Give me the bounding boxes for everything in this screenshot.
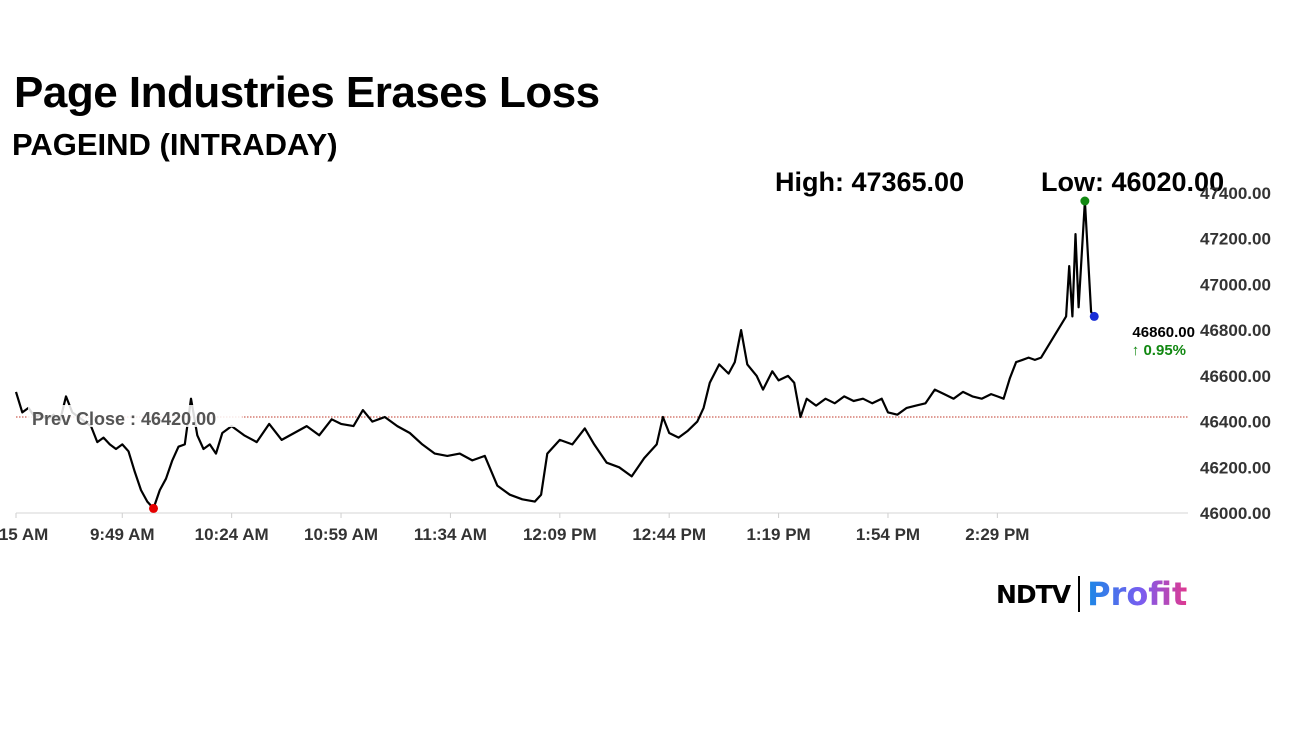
y-tick-label: 47200.00 <box>1200 230 1271 249</box>
prev-close-label-bg <box>28 405 242 427</box>
y-tick-label: 46400.00 <box>1200 413 1271 432</box>
chart-subtitle: PAGEIND (INTRADAY) <box>12 127 338 162</box>
x-tick-label: 1:19 PM <box>746 525 810 544</box>
low-stat: Low: 46020.00 <box>1041 167 1225 197</box>
low-marker <box>149 503 159 513</box>
last-price-marker <box>1089 311 1099 321</box>
logo-divider <box>1078 576 1081 612</box>
y-tick-label: 46200.00 <box>1200 458 1271 477</box>
x-tick-label: 10:59 AM <box>304 525 378 544</box>
y-tick-label: 47400.00 <box>1200 184 1271 203</box>
last-price-label: 46860.00 <box>1132 324 1195 341</box>
y-tick-label: 46000.00 <box>1200 504 1271 523</box>
y-tick-label: 46600.00 <box>1200 367 1271 386</box>
high-stat: High: 47365.00 <box>775 167 965 197</box>
axes: 9:15 AM 9:49 AM 10:24 AM 10:59 AM 11:34 AM 12… <box>0 184 1271 544</box>
x-tick-label: 12:09 PM <box>523 525 597 544</box>
y-tick-label: 46800.00 <box>1200 321 1271 340</box>
x-tick-label: 11:34 AM <box>414 525 487 544</box>
ndtv-profit-logo: NDTV Profit <box>996 574 1187 614</box>
high-marker <box>1080 196 1090 206</box>
logo-profit-text: Profit <box>1087 575 1188 613</box>
x-tick-label: 9:49 AM <box>90 525 155 544</box>
y-tick-label: 47000.00 <box>1200 275 1271 294</box>
x-tick-label: 1:54 PM <box>856 525 920 544</box>
x-tick-label: 2:29 PM <box>965 525 1029 544</box>
prev-close-label: Prev Close : 46420.00 <box>32 409 216 429</box>
x-tick-label: 9:15 AM <box>0 525 48 544</box>
x-tick-label: 12:44 PM <box>632 525 706 544</box>
chart-title: Page Industries Erases Loss <box>14 68 600 117</box>
logo-ndtv-text: NDTV <box>996 579 1071 609</box>
plot-area <box>14 199 1188 510</box>
x-tick-label: 10:24 AM <box>195 525 269 544</box>
annotations: Prev Close : 46420.00 46860.00↑ 0.95% <box>28 196 1195 513</box>
price-line <box>14 199 1096 510</box>
change-percent-label: ↑ 0.95% <box>1132 342 1186 359</box>
